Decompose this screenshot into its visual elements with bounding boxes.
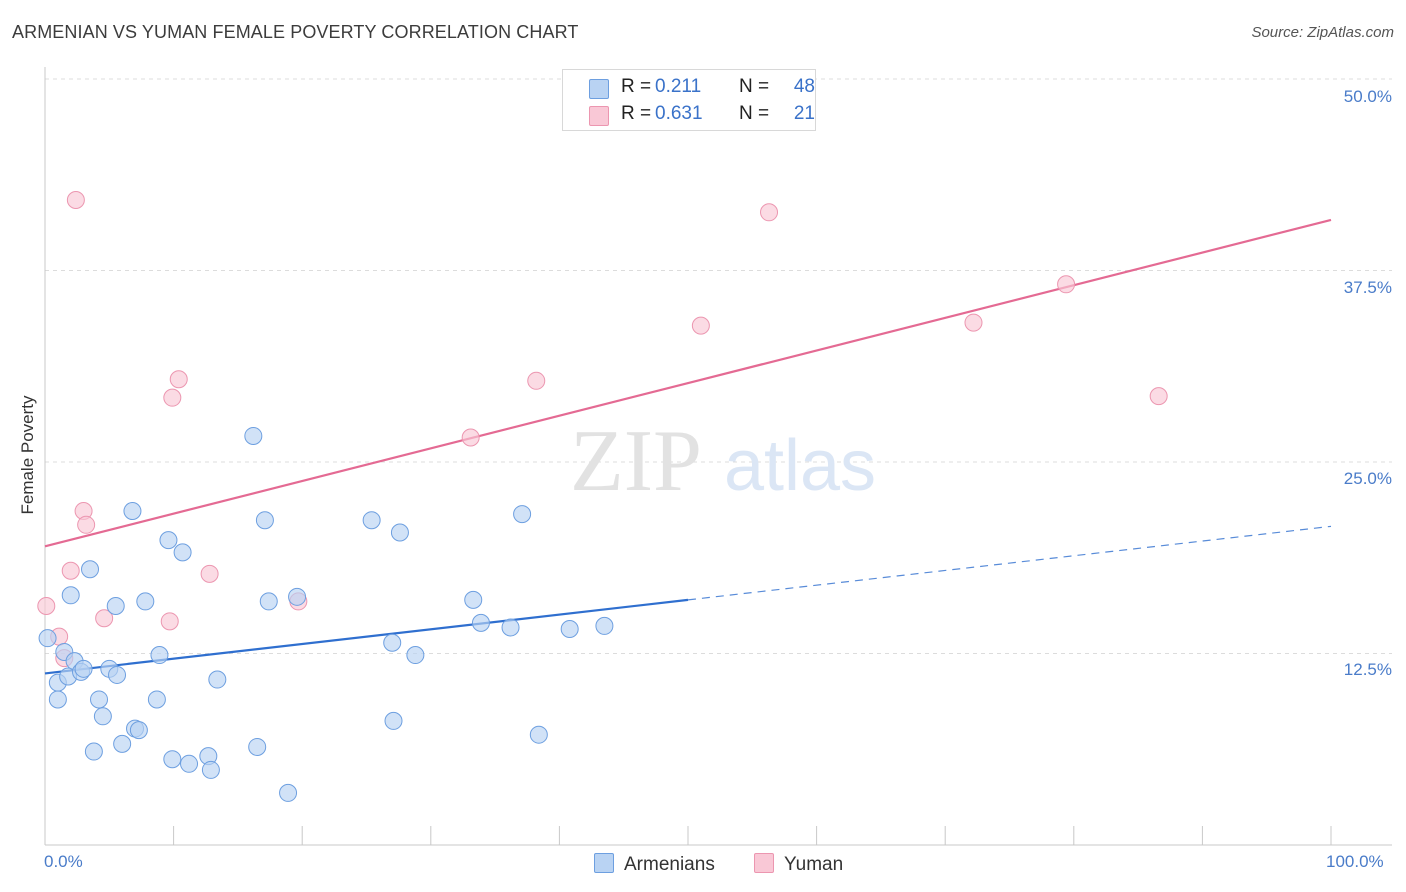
armenians-point [159,531,178,550]
armenians-point [288,587,307,606]
armenians-point [106,597,125,616]
yuman-point [95,609,114,628]
yuman-point [160,612,179,631]
armenians-point [259,592,278,611]
armenians-point [471,613,490,632]
yuman-swatch [754,853,774,873]
r-label: R = [621,103,652,124]
n-label: N = [739,76,770,97]
legend-label: Armenians [624,854,715,875]
n-value: 48 [793,76,815,97]
r-value: 0.631 [655,103,703,124]
armenians-point [384,711,403,730]
n-value: 21 [793,103,815,124]
armenians-point [180,754,199,773]
armenians-point [244,426,263,445]
r-label: R = [621,76,652,97]
armenians-point [560,619,579,638]
y-tick-label: 25.0% [1343,469,1392,488]
armenians-point [129,721,148,740]
stats-legend: R = 0.211 N = 48 R = 0.631 N = 21 [562,69,816,131]
armenians-point [513,505,532,524]
armenians-point [595,616,614,635]
armenians-point [38,629,57,648]
y-tick-label: 37.5% [1343,278,1392,297]
armenians-point [81,560,100,579]
armenians-point [279,783,298,802]
armenians-point [150,646,169,665]
armenians-point [48,690,67,709]
yuman-points [37,191,1168,668]
gridlines [45,78,1392,654]
x-tick-label: 0.0% [44,852,83,871]
legend-label: Yuman [784,854,844,875]
armenians-point [136,592,155,611]
armenians-point [362,511,381,530]
armenians-point [383,633,402,652]
chart-title: ARMENIAN VS YUMAN FEMALE POVERTY CORRELA… [12,22,579,42]
armenians-point [255,511,274,530]
armenians-point [201,760,220,779]
yuman-trend-line [44,218,1332,548]
armenians-point [529,725,548,744]
trend-lines [44,218,1332,675]
legend-item-yuman: Yuman [754,853,843,876]
yuman-swatch [589,106,609,126]
armenians-point [464,590,483,609]
x-tick-label: 100.0% [1326,852,1384,871]
armenians-point [74,659,93,678]
armenians-point [147,690,166,709]
yuman-point [691,316,710,335]
r-value: 0.211 [655,76,702,97]
armenians-point [163,750,182,769]
yuman-point [760,203,779,222]
armenians-point [113,734,132,753]
armenians-point [501,618,520,637]
armenians-point [123,502,142,521]
yuman-point [1149,387,1168,406]
watermark-zip: ZIP [570,413,702,510]
yuman-point [1057,275,1076,294]
yuman-point [77,515,96,534]
armenians-point [61,586,80,605]
legend-item-armenians: Armenians [594,853,715,876]
source-label: Source: ZipAtlas.com [1251,24,1394,41]
yuman-point [964,313,983,332]
yuman-point [61,561,80,580]
yuman-point [37,597,56,616]
y-tick-label: 50.0% [1343,87,1392,106]
armenians-trend-extension [687,525,1332,601]
armenians-point [406,646,425,665]
yuman-point [461,428,480,447]
armenians-points [38,426,614,802]
armenians-point [90,690,109,709]
armenians-point [84,742,103,761]
armenians-swatch [589,79,609,99]
y-tick-label: 12.5% [1343,660,1392,679]
yuman-point [200,564,219,583]
armenians-point [173,543,192,562]
yuman-point [66,191,85,210]
armenians-trend-line [44,598,689,675]
armenians-point [108,665,127,684]
yuman-point [169,370,188,389]
armenians-point [248,737,267,756]
armenians-point [93,707,112,726]
yuman-point [163,388,182,407]
armenians-point [390,523,409,542]
armenians-swatch [594,853,614,873]
n-label: N = [739,103,770,124]
armenians-point [208,670,227,689]
watermark-atlas: atlas [724,426,876,506]
axes [44,67,1392,846]
y-axis-label: Female Poverty [18,395,37,515]
yuman-point [527,371,546,390]
